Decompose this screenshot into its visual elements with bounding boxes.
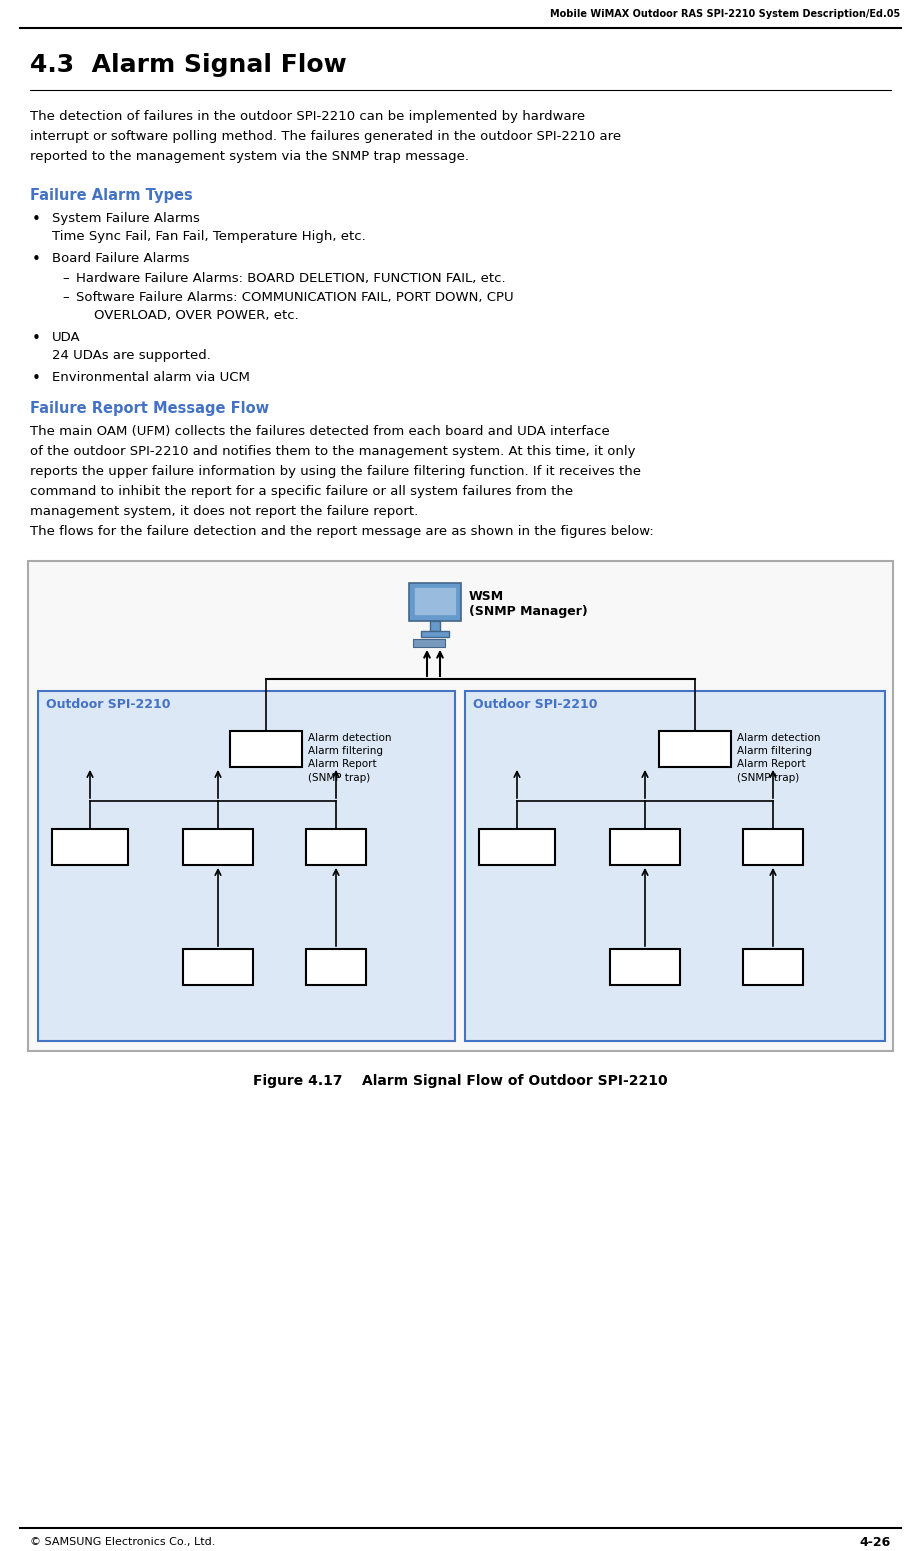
Text: Time Sync Fail, Fan Fail, Temperature High, etc.: Time Sync Fail, Fan Fail, Temperature Hi… — [52, 230, 366, 244]
Text: –: – — [62, 271, 69, 285]
Bar — [28, 561, 893, 1052]
Text: Failure Report Message Flow: Failure Report Message Flow — [30, 402, 269, 416]
Text: Hardware Failure Alarms: BOARD DELETION, FUNCTION FAIL, etc.: Hardware Failure Alarms: BOARD DELETION,… — [76, 271, 506, 285]
Text: •: • — [32, 371, 41, 386]
Text: 24 UDAs are supported.: 24 UDAs are supported. — [52, 349, 211, 361]
Text: 4-26: 4-26 — [859, 1535, 891, 1548]
Bar — [306, 949, 366, 985]
Text: reported to the management system via the SNMP trap message.: reported to the management system via th… — [30, 150, 469, 163]
Text: Mobile WiMAX Outdoor RAS SPI-2210 System Description/Ed.05: Mobile WiMAX Outdoor RAS SPI-2210 System… — [550, 9, 900, 19]
Text: UDA: UDA — [52, 330, 81, 344]
Text: The main OAM (UFM) collects the failures detected from each board and UDA interf: The main OAM (UFM) collects the failures… — [30, 425, 610, 437]
Text: reports the upper failure information by using the failure filtering function. I: reports the upper failure information by… — [30, 465, 641, 478]
Text: –: – — [62, 292, 69, 304]
Text: MMA-S: MMA-S — [670, 743, 719, 755]
Text: © SAMSUNG Electronics Co., Ltd.: © SAMSUNG Electronics Co., Ltd. — [30, 1537, 216, 1546]
Text: Outdoor SPI-2210: Outdoor SPI-2210 — [46, 698, 170, 712]
Bar — [183, 949, 253, 985]
Text: MEI: MEI — [761, 841, 786, 853]
Text: command to inhibit the report for a specific failure or all system failures from: command to inhibit the report for a spec… — [30, 485, 573, 498]
Bar — [659, 731, 731, 768]
Text: of the outdoor SPI-2210 and notifies them to the management system. At this time: of the outdoor SPI-2210 and notifies the… — [30, 445, 635, 458]
Text: MRA-S: MRA-S — [622, 841, 668, 853]
Text: Figure 4.17    Alarm Signal Flow of Outdoor SPI-2210: Figure 4.17 Alarm Signal Flow of Outdoor… — [252, 1073, 668, 1087]
Bar — [465, 692, 885, 1041]
Text: Software Failure Alarms: COMMUNICATION FAIL, PORT DOWN, CPU: Software Failure Alarms: COMMUNICATION F… — [76, 292, 514, 304]
Text: MRU-2: MRU-2 — [195, 960, 241, 974]
Bar — [743, 949, 803, 985]
Bar — [52, 828, 128, 865]
Text: System Failure Alarms: System Failure Alarms — [52, 212, 200, 225]
Bar — [610, 828, 680, 865]
Text: UCM: UCM — [757, 960, 788, 974]
Text: 4.3  Alarm Signal Flow: 4.3 Alarm Signal Flow — [30, 53, 346, 78]
Bar — [430, 620, 440, 631]
Text: •: • — [32, 212, 41, 226]
Text: UCM: UCM — [321, 960, 352, 974]
Bar — [38, 692, 455, 1041]
Bar — [743, 828, 803, 865]
Text: Failure Alarm Types: Failure Alarm Types — [30, 188, 192, 203]
Text: •: • — [32, 330, 41, 346]
Text: management system, it does not report the failure report.: management system, it does not report th… — [30, 506, 418, 518]
Bar — [421, 631, 449, 637]
Bar — [479, 828, 555, 865]
Text: The detection of failures in the outdoor SPI-2210 can be implemented by hardware: The detection of failures in the outdoor… — [30, 110, 585, 123]
Text: WSM: WSM — [469, 591, 504, 603]
Text: (SNMP Manager): (SNMP Manager) — [469, 605, 588, 617]
Bar — [610, 949, 680, 985]
Text: Alarm detection
Alarm filtering
Alarm Report
(SNMP trap): Alarm detection Alarm filtering Alarm Re… — [308, 734, 391, 783]
Text: MRU-2: MRU-2 — [622, 960, 668, 974]
Bar — [183, 828, 253, 865]
Bar — [306, 828, 366, 865]
Text: •: • — [32, 251, 41, 267]
Bar — [414, 586, 456, 616]
Bar — [413, 639, 445, 647]
Text: OVERLOAD, OVER POWER, etc.: OVERLOAD, OVER POWER, etc. — [94, 309, 298, 323]
Text: MRA-S: MRA-S — [195, 841, 241, 853]
Text: MEI: MEI — [323, 841, 349, 853]
Text: The flows for the failure detection and the report message are as shown in the f: The flows for the failure detection and … — [30, 524, 654, 538]
Text: interrupt or software polling method. The failures generated in the outdoor SPI-: interrupt or software polling method. Th… — [30, 130, 621, 143]
Text: Outdoor SPI-2210: Outdoor SPI-2210 — [473, 698, 598, 712]
Text: MMA-S: MMA-S — [241, 743, 290, 755]
Bar — [409, 583, 461, 620]
Text: UCCMA: UCCMA — [492, 841, 542, 853]
Text: Alarm detection
Alarm filtering
Alarm Report
(SNMP trap): Alarm detection Alarm filtering Alarm Re… — [737, 734, 821, 783]
Text: Environmental alarm via UCM: Environmental alarm via UCM — [52, 371, 250, 385]
Text: Board Failure Alarms: Board Failure Alarms — [52, 251, 190, 265]
Text: UCCM: UCCM — [70, 841, 111, 853]
Bar — [230, 731, 302, 768]
